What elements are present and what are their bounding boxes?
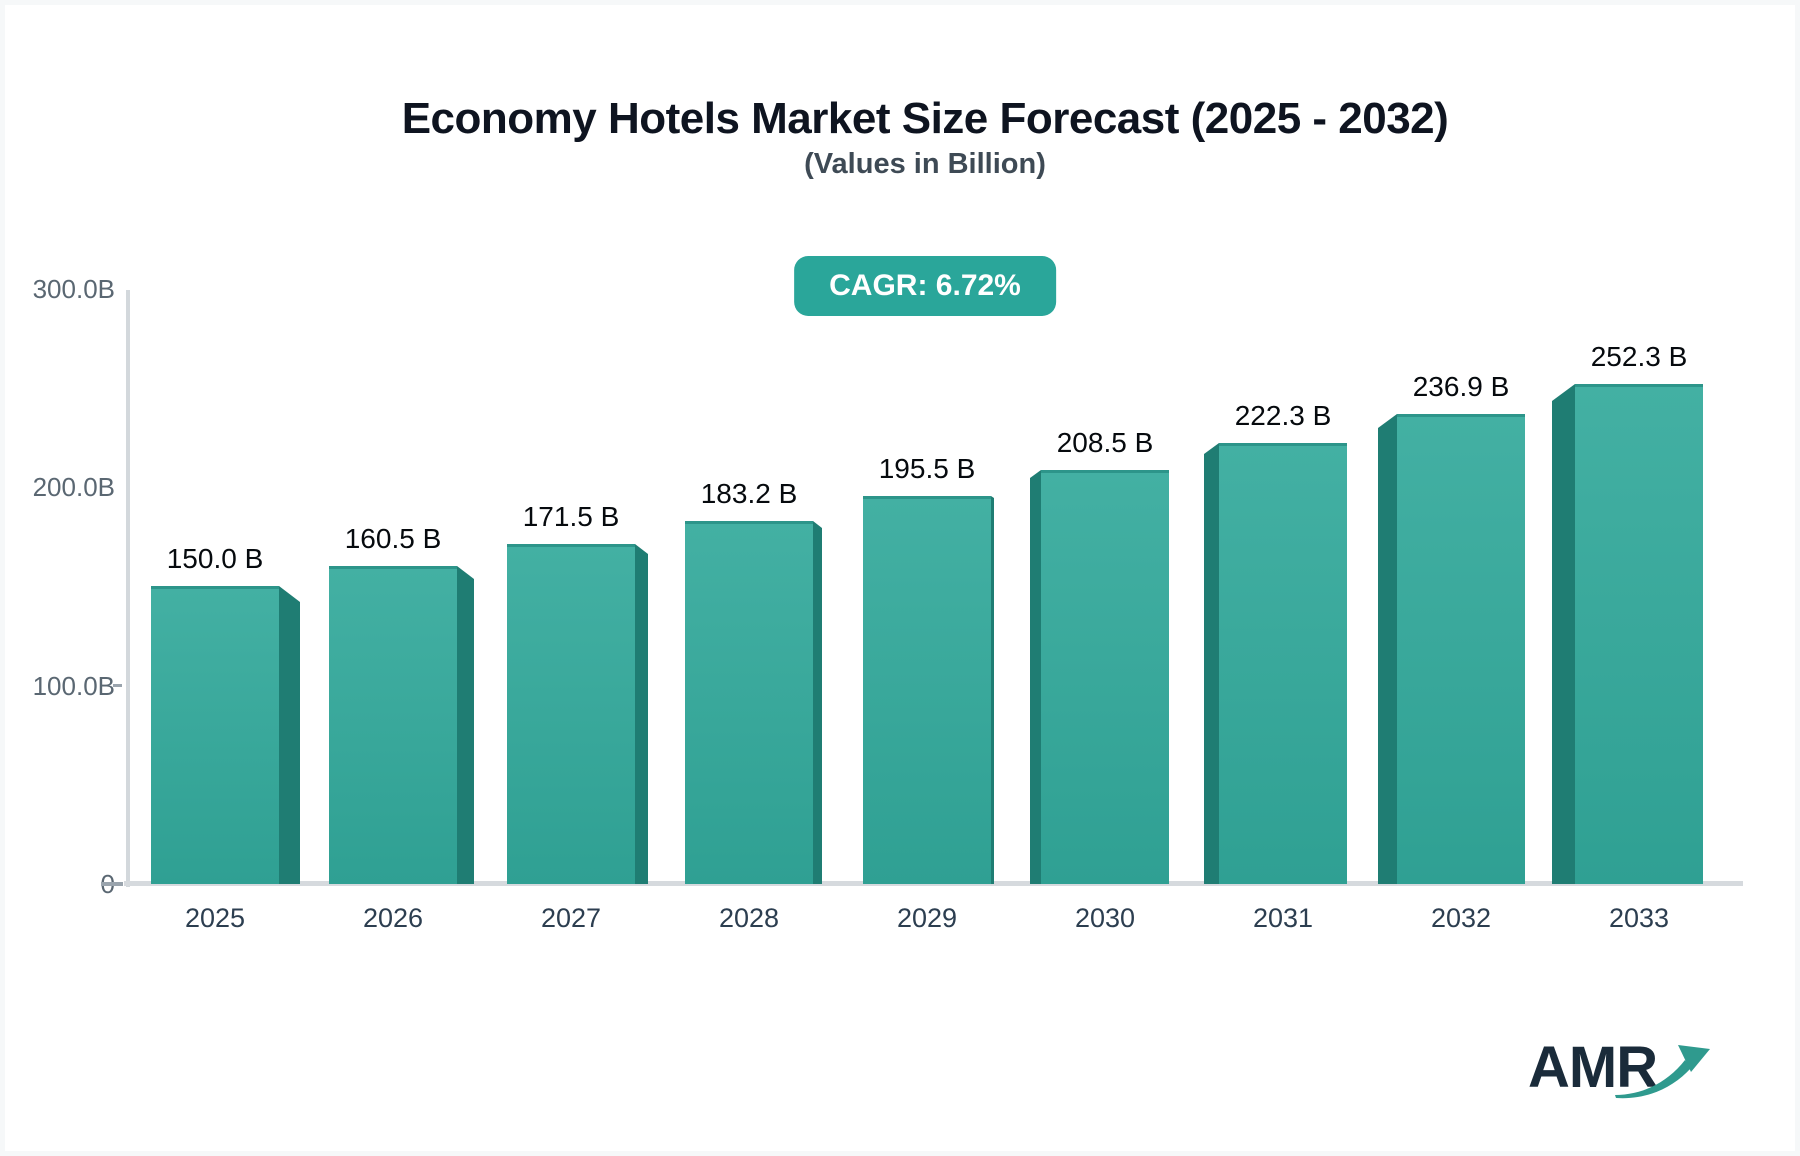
y-tick-label: 0 <box>0 867 115 901</box>
amr-logo-text: AMR <box>1528 1035 1658 1100</box>
y-tick-label: 100.0B <box>32 670 115 701</box>
bar-body <box>1219 443 1347 884</box>
bar-body <box>685 521 813 884</box>
bar-group <box>1030 470 1169 884</box>
bar-group <box>1552 384 1703 884</box>
x-axis-label: 2032 <box>1430 903 1492 933</box>
x-axis-label: 2029 <box>896 903 958 933</box>
bar-group <box>685 521 822 884</box>
bar-value-label: 236.9 B <box>1412 371 1510 402</box>
bar-value-label: 171.5 B <box>522 501 620 532</box>
bar-value-label: 222.3 B <box>1234 400 1332 431</box>
bar-body <box>507 544 635 884</box>
bar-group <box>863 496 994 884</box>
bar-body <box>1575 384 1703 884</box>
bar-body <box>1041 470 1169 884</box>
bar-body <box>329 566 457 884</box>
chart-title: Economy Hotels Market Size Forecast (202… <box>401 94 1449 143</box>
bar-value-label: 150.0 B <box>166 543 264 574</box>
bar-side-face <box>1378 414 1397 884</box>
chart-subtitle: (Values in Billion) <box>804 148 1046 180</box>
x-axis-label: 2028 <box>718 903 780 933</box>
x-axis-label: 2033 <box>1608 903 1670 933</box>
bar-side-face <box>813 521 822 884</box>
bar-group <box>1204 443 1347 884</box>
bar-body <box>151 586 279 884</box>
x-axis-label: 2026 <box>362 903 424 933</box>
bar-value-label: 160.5 B <box>344 523 442 554</box>
bar-value-label: 208.5 B <box>1056 427 1154 458</box>
bar-group <box>151 586 300 884</box>
bar-group <box>507 544 648 884</box>
bar-side-face <box>1204 443 1219 884</box>
bar-value-label: 183.2 B <box>700 478 798 509</box>
bar-value-label: 252.3 B <box>1590 341 1688 372</box>
x-axis-label: 2027 <box>540 903 602 933</box>
amr-logo: AMR <box>1528 1034 1718 1109</box>
y-axis-line <box>126 290 130 887</box>
x-axis-label: 2031 <box>1252 903 1314 933</box>
bar-group <box>1378 414 1525 884</box>
bar-body <box>1397 414 1525 884</box>
bar-side-face <box>457 566 474 884</box>
y-tick-label: 200.0B <box>32 472 115 503</box>
bar-side-face <box>635 544 648 884</box>
y-tick-label: 300.0B <box>32 274 115 304</box>
growth-arrow-icon <box>1615 1045 1710 1099</box>
bar-side-face <box>279 586 300 884</box>
bar-group <box>329 566 474 884</box>
x-axis-label: 2030 <box>1074 903 1136 933</box>
y-tick-mark <box>113 683 122 687</box>
bar-side-face <box>991 496 994 884</box>
y-tick-mark <box>101 882 123 886</box>
bar-value-label: 195.5 B <box>878 453 976 484</box>
bar-side-face <box>1030 470 1041 884</box>
cagr-badge: CAGR: 6.72% <box>794 256 1056 316</box>
bar-body <box>863 496 991 884</box>
bar-side-face <box>1552 384 1575 884</box>
x-axis-label: 2025 <box>184 903 246 933</box>
